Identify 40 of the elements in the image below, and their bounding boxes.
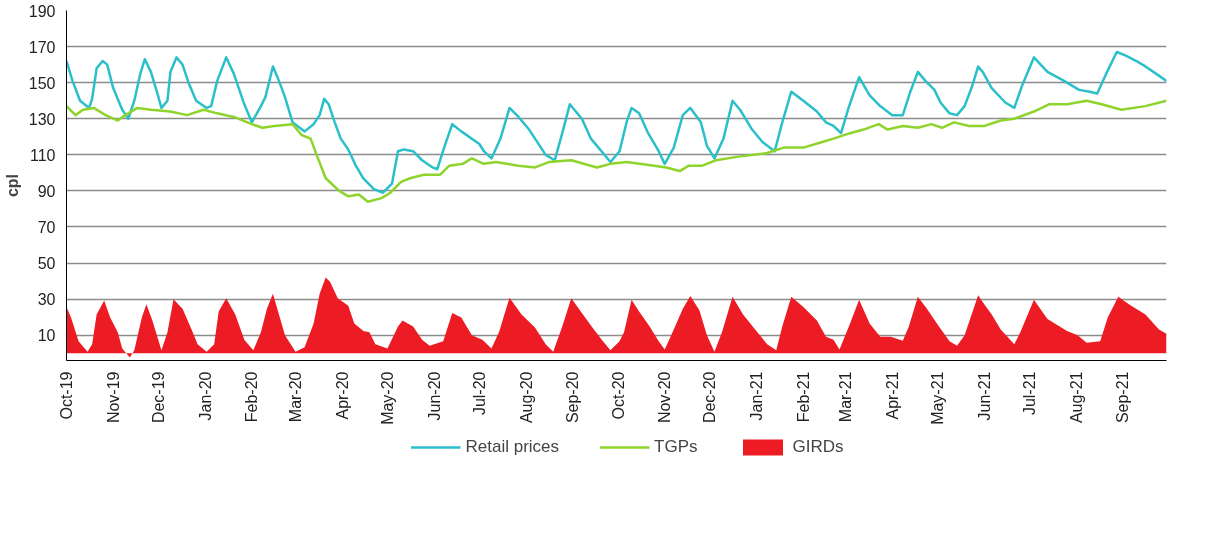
y-axis-title: cpl bbox=[3, 173, 21, 198]
y-tick-label: 10 bbox=[37, 327, 56, 345]
x-tick-label: Feb-21 bbox=[794, 371, 812, 423]
x-tick-label: Apr-20 bbox=[333, 371, 351, 420]
y-tick-label: 170 bbox=[28, 38, 56, 56]
x-tick-label: Aug-21 bbox=[1067, 371, 1085, 424]
x-tick-label: Jan-20 bbox=[196, 371, 214, 421]
x-tick-label: Sep-21 bbox=[1114, 371, 1132, 424]
x-tick-label: Jun-20 bbox=[425, 371, 443, 421]
legend-label: GIRDs bbox=[792, 437, 844, 457]
x-tick-label: Oct-20 bbox=[609, 371, 627, 420]
y-tick-label: 190 bbox=[28, 2, 56, 20]
x-tick-label: Sep-20 bbox=[564, 371, 582, 424]
x-tick-label: Dec-20 bbox=[701, 371, 719, 424]
y-tick-label: 70 bbox=[37, 218, 56, 236]
x-tick-label: Jun-21 bbox=[975, 371, 993, 421]
x-tick-label: Apr-21 bbox=[883, 371, 901, 420]
x-tick-label: Aug-20 bbox=[517, 371, 535, 424]
line-series bbox=[66, 99, 1167, 203]
x-tick-label: May-20 bbox=[378, 371, 396, 425]
line-series bbox=[66, 50, 1167, 194]
legend-label: TGPs bbox=[654, 437, 698, 457]
y-tick-label: 30 bbox=[37, 291, 56, 309]
x-tick-label: Feb-20 bbox=[243, 371, 261, 423]
x-tick-label: Jan-21 bbox=[748, 371, 766, 421]
x-tick-label: Mar-21 bbox=[837, 371, 855, 423]
y-tick-label: 130 bbox=[28, 110, 56, 128]
y-tick-label: 50 bbox=[37, 255, 56, 273]
x-tick-label: Mar-20 bbox=[287, 371, 305, 423]
y-tick-label: 110 bbox=[29, 146, 56, 164]
x-tick-label: May-21 bbox=[928, 371, 946, 425]
legend-label: Retail prices bbox=[465, 437, 560, 457]
x-tick-label: Oct-19 bbox=[58, 371, 75, 420]
x-tick-label: Dec-19 bbox=[149, 371, 167, 424]
y-tick-label: 90 bbox=[37, 182, 56, 200]
y-tick-label: 150 bbox=[28, 74, 56, 92]
x-tick-label: Jul-20 bbox=[470, 371, 488, 416]
x-tick-label: Nov-20 bbox=[656, 371, 674, 424]
x-tick-label: Nov-19 bbox=[104, 371, 122, 424]
x-tick-label: Jul-21 bbox=[1020, 371, 1038, 416]
